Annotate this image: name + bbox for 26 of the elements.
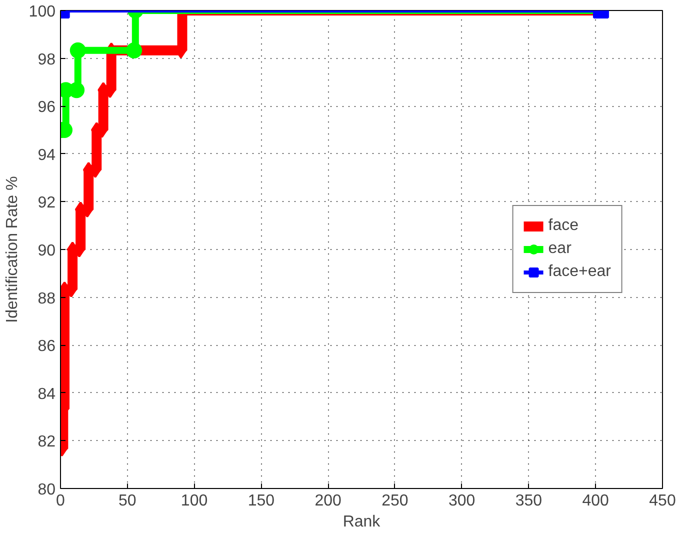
x-tick-label: 0 (56, 492, 66, 510)
x-tick-label: 350 (515, 492, 542, 510)
x-tick-label: 450 (649, 492, 676, 510)
x-tick-label: 250 (382, 492, 408, 510)
y-tick-label: 84 (38, 386, 56, 403)
x-axis-title: Rank (342, 514, 382, 530)
y-tick-label: 94 (38, 146, 56, 164)
x-tick-label: 50 (118, 492, 136, 510)
y-tick-label: 80 (38, 482, 56, 498)
legend-label: ear (548, 240, 572, 258)
y-tick-label: 90 (38, 242, 56, 260)
y-tick-label: 98 (38, 51, 56, 68)
y-axis-title: Identification Rate % (4, 176, 21, 323)
legend-label: face+ear (548, 263, 611, 281)
y-tick-label: 82 (38, 434, 56, 451)
x-tick-label: 400 (582, 492, 610, 510)
x-tick-label: 100 (180, 492, 208, 510)
y-tick-label: 100 (28, 4, 56, 20)
y-tick-label: 88 (38, 290, 56, 308)
y-tick-label: 92 (38, 194, 56, 212)
y-tick-label: 86 (38, 338, 56, 356)
y-tick-label: 96 (38, 99, 56, 116)
legend-label: face (548, 217, 579, 235)
x-tick-label: 300 (448, 492, 476, 510)
x-tick-label: 150 (248, 492, 275, 510)
x-tick-label: 200 (314, 492, 342, 510)
